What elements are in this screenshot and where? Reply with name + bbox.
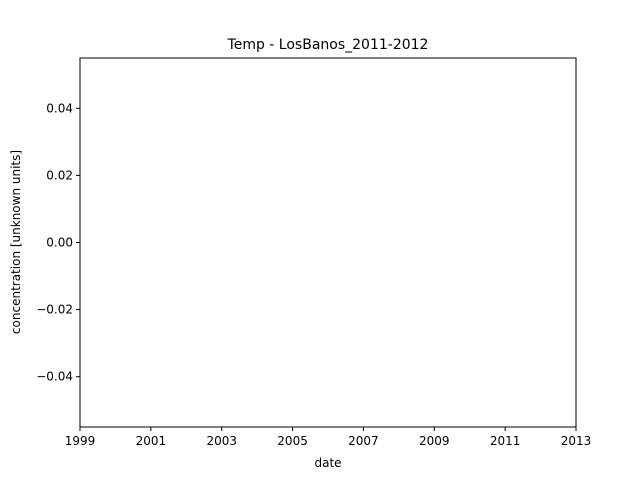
y-tick-label: −0.04 [36, 370, 73, 384]
x-tick-label: 2003 [206, 434, 237, 448]
y-tick-label: −0.02 [36, 303, 73, 317]
x-tick-label: 2001 [136, 434, 167, 448]
x-axis-ticks: 1999 2001 2003 2005 2007 2009 2011 2013 [65, 427, 592, 448]
chart-title: Temp - LosBanos_2011-2012 [227, 37, 429, 53]
x-tick-label: 2011 [490, 434, 521, 448]
x-tick-label: 2007 [348, 434, 379, 448]
plot-area [79, 57, 577, 428]
x-axis-label: date [314, 456, 341, 470]
x-tick-label: 1999 [65, 434, 96, 448]
y-tick-label: 0.02 [46, 168, 73, 182]
x-tick-label: 2009 [419, 434, 450, 448]
y-tick-label: 0.00 [46, 236, 73, 250]
x-tick-label: 2013 [561, 434, 592, 448]
y-axis-ticks: 0.04 0.02 0.00 −0.02 −0.04 [36, 101, 80, 384]
y-tick-label: 0.04 [46, 101, 73, 115]
x-tick-label: 2005 [277, 434, 308, 448]
y-axis-label: concentration [unknown units] [9, 150, 23, 334]
